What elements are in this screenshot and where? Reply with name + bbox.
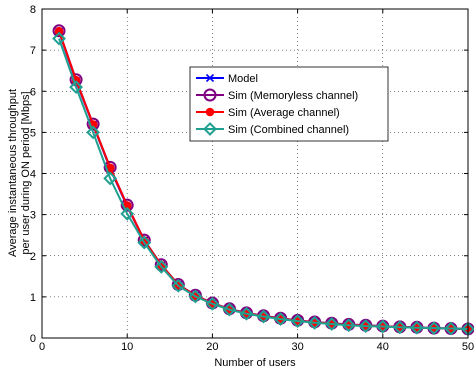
data-point — [103, 171, 118, 186]
y-tick-label: 4 — [30, 169, 36, 181]
legend-item-0: Model — [196, 73, 258, 85]
data-point — [273, 312, 288, 326]
data-point — [205, 296, 220, 311]
data-point — [54, 26, 64, 36]
legend-item-3: Sim (Combined channel) — [196, 122, 349, 136]
data-point — [154, 259, 169, 274]
data-point — [188, 289, 203, 304]
legend-marker — [203, 88, 217, 102]
legend-label: Sim (Average channel) — [228, 107, 340, 119]
legend-label: Sim (Memoryless channel) — [228, 90, 358, 102]
data-point — [392, 320, 407, 335]
y-tick-label: 6 — [30, 86, 36, 98]
legend-label: Sim (Combined channel) — [228, 124, 349, 136]
data-point — [358, 319, 373, 333]
data-point — [341, 318, 356, 333]
data-point — [324, 317, 339, 331]
x-tick-label: 50 — [462, 341, 474, 353]
data-point — [120, 198, 134, 212]
data-point — [307, 315, 322, 330]
x-tick-label: 0 — [39, 341, 45, 353]
data-point — [154, 258, 168, 272]
y-axis-label-line-1: Average instantaneous throughput — [7, 89, 19, 257]
x-axis-label: Number of users — [214, 357, 296, 369]
data-point — [239, 306, 254, 321]
y-tick-label: 5 — [30, 127, 36, 139]
y-tick-label: 3 — [30, 210, 36, 222]
data-point — [409, 320, 424, 335]
series-line — [58, 38, 469, 330]
data-point — [137, 235, 152, 250]
legend-item-2: Sim (Average channel) — [196, 107, 340, 119]
data-point — [120, 206, 135, 221]
legend-marker — [205, 107, 215, 117]
axis-ticks: 0 10 20 30 40 50 0 1 2 3 4 5 6 7 8 — [30, 4, 474, 353]
data-point — [375, 319, 390, 334]
series-3 — [52, 31, 474, 336]
y-axis-label: Average instantaneous throughput per use… — [7, 89, 32, 257]
x-tick-label: 30 — [291, 341, 303, 353]
data-point — [256, 309, 271, 324]
legend-item-1: Sim (Memoryless channel) — [196, 88, 358, 102]
x-tick-label: 40 — [377, 341, 389, 353]
y-axis-label-line-2: per user during ON period [Mbps] — [20, 91, 32, 254]
data-point — [52, 24, 66, 38]
legend-marker — [205, 73, 215, 83]
data-point — [86, 125, 101, 140]
data-point — [427, 321, 441, 336]
data-point — [137, 233, 151, 247]
x-tick-label: 20 — [206, 341, 218, 353]
y-tick-label: 1 — [30, 292, 36, 304]
data-point — [290, 314, 305, 329]
data-point — [171, 278, 186, 293]
data-point — [52, 31, 66, 46]
legend: Model Sim (Memoryless channel) Sim (Averag… — [189, 66, 389, 142]
x-tick-label: 10 — [121, 341, 133, 353]
y-tick-label: 0 — [30, 333, 36, 345]
legend-label: Model — [228, 73, 258, 85]
data-point — [69, 80, 83, 95]
y-tick-label: 2 — [30, 251, 36, 263]
data-point — [222, 302, 237, 317]
y-tick-label: 8 — [30, 4, 36, 16]
legend-marker — [203, 122, 217, 136]
data-point — [444, 321, 458, 336]
y-tick-label: 7 — [30, 45, 36, 57]
series-layer — [52, 24, 474, 336]
